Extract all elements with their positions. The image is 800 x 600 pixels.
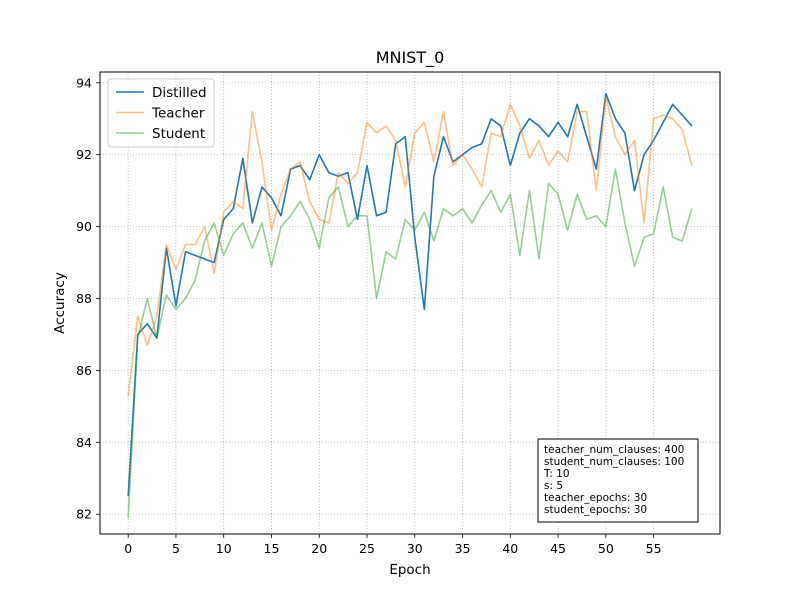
x-tick-label: 25 [359,541,375,556]
y-tick-label: 84 [76,435,92,450]
series-lines [127,92,693,518]
legend-label-distilled: Distilled [152,85,207,101]
info-box-frame [537,438,699,523]
x-axis-label: Epoch [389,562,430,578]
info-box: teacher_num_clauses: 400student_num_clau… [537,438,699,523]
y-tick-label: 82 [76,507,92,522]
info-line: student_num_clauses: 100 [544,456,684,468]
legend-frame [107,78,215,148]
series-line-student [127,168,693,518]
chart-title: MNIST_0 [376,48,445,68]
x-tick-label: 5 [172,541,180,556]
legend-label-teacher: Teacher [151,106,205,122]
x-tick-label: 15 [264,541,280,556]
info-line: T: 10 [543,468,570,480]
x-tick-label: 35 [455,541,471,556]
info-line: teacher_epochs: 30 [544,492,647,504]
x-tick-label: 10 [216,541,232,556]
y-tick-label: 94 [76,75,92,90]
info-line: teacher_num_clauses: 400 [544,444,684,456]
y-axis-label: Accuracy [52,272,68,334]
y-tick-label: 86 [76,363,92,378]
x-tick-label: 55 [646,541,662,556]
info-line: student_epochs: 30 [544,504,647,516]
x-tick-label: 45 [550,541,566,556]
y-tick-label: 88 [76,291,92,306]
y-tick-label: 92 [76,147,92,162]
series-line-teacher [127,96,693,396]
x-tick-label: 30 [407,541,423,556]
legend-label-student: Student [152,126,205,142]
info-line: s: 5 [544,480,563,492]
plot-frame [99,71,721,535]
x-tick-label: 0 [124,541,132,556]
x-tick-label: 50 [598,541,614,556]
axis-ticks: 0 5 10 15 20 25 30 35 40 45 50 55 82 84 86 88 90 92 94 [76,75,661,556]
x-tick-label: 40 [502,541,518,556]
y-tick-label: 90 [76,219,92,234]
x-tick-label: 20 [311,541,327,556]
legend: Distilled Teacher Student [107,78,215,148]
